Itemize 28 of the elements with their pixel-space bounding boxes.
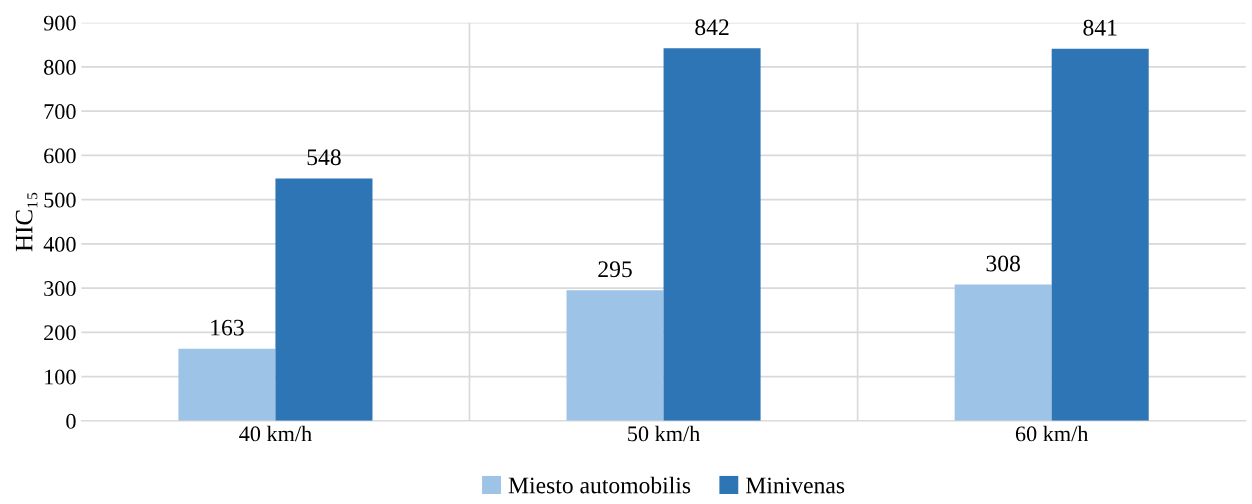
y-tick-label: 900 [43,15,76,31]
x-tick-label: 60 km/h [1015,425,1089,442]
y-tick-label: 0 [66,413,76,429]
data-label: 548 [307,149,341,166]
bar [954,284,1052,421]
data-label: 163 [211,319,244,336]
data-label: 295 [598,261,632,278]
x-tick-label: 50 km/h [628,425,700,442]
y-tick-label: 700 [44,104,76,120]
y-tick-label: 600 [44,148,76,164]
bar [178,348,276,421]
bar [275,178,373,421]
y-axis-title: HIC₁₅ [15,192,38,252]
bar [663,48,761,421]
data-label: 841 [1083,19,1117,36]
bar [1051,48,1149,421]
y-tick-label: 400 [43,236,76,252]
data-label: 842 [695,19,729,36]
y-tick-label: 200 [44,325,76,341]
y-tick-label: 800 [44,59,76,75]
y-tick-label: 500 [44,192,76,208]
y-tick-label: 300 [44,281,76,297]
y-tick-label: 100 [45,369,76,385]
bar [566,290,664,421]
legend-label: Minivenas [746,477,845,494]
x-tick-label: 40 km/h [239,425,312,442]
legend-label: Miesto automobilis [508,476,691,494]
data-label: 308 [986,255,1020,272]
